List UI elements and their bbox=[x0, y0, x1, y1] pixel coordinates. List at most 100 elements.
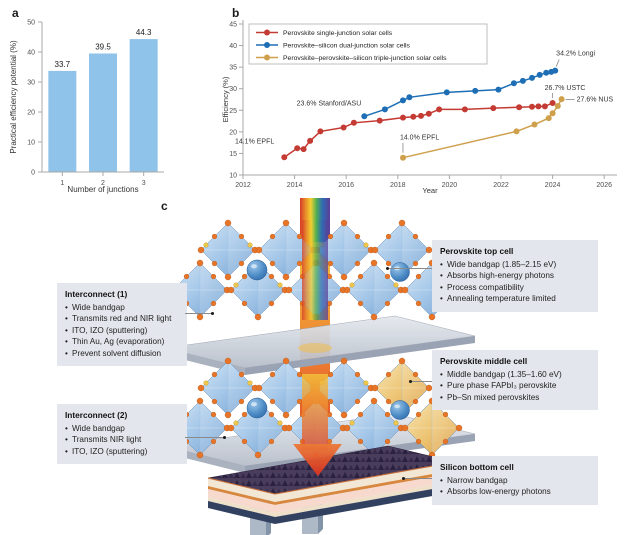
svg-text:10: 10 bbox=[229, 173, 237, 180]
y-axis-title: Practical efficiency potential (%) bbox=[9, 40, 18, 154]
data-point bbox=[549, 110, 556, 117]
leader-dot-top-cell bbox=[386, 267, 389, 270]
y-axis-title: Efficiency (%) bbox=[221, 76, 230, 122]
svg-text:25: 25 bbox=[229, 108, 237, 115]
data-point bbox=[558, 96, 565, 103]
callout-bullets: Wide bandgap Transmits NIR light ITO, IZ… bbox=[65, 423, 179, 458]
data-point bbox=[510, 80, 517, 87]
svg-text:0: 0 bbox=[31, 170, 35, 177]
data-point bbox=[552, 67, 559, 74]
panel-b-label: b bbox=[232, 6, 240, 20]
data-point bbox=[519, 77, 526, 84]
data-point bbox=[541, 103, 548, 110]
data-point bbox=[400, 114, 406, 121]
callout-bullets: Wide bandgap Transmits red and NIR light… bbox=[65, 302, 179, 360]
data-point bbox=[425, 110, 432, 117]
callout-bullet: Process compatibility bbox=[440, 282, 590, 294]
data-point bbox=[529, 103, 535, 110]
data-point bbox=[436, 106, 443, 113]
callout-bullet: Narrow bandgap bbox=[440, 475, 590, 487]
data-point bbox=[516, 104, 523, 111]
callout-silicon-bottom-cell: Silicon bottom cell Narrow bandgap Absor… bbox=[432, 456, 598, 505]
data-point bbox=[361, 113, 368, 120]
callout-title: Interconnect (2) bbox=[65, 410, 128, 420]
callout-bullet: Wide bandgap bbox=[65, 302, 179, 314]
tandem-cell-illustration bbox=[164, 198, 476, 535]
callout-bullets: Wide bandgap (1.85–2.15 eV) Absorbs high… bbox=[440, 259, 590, 305]
data-point bbox=[545, 115, 552, 122]
svg-text:2: 2 bbox=[101, 180, 105, 187]
data-point bbox=[406, 94, 413, 101]
callout-interconnect-1: Interconnect (1) Wide bandgap Transmits … bbox=[57, 283, 187, 367]
svg-text:2022: 2022 bbox=[493, 182, 509, 189]
data-point bbox=[536, 71, 543, 78]
callout-bullets: Narrow bandgap Absorbs low-energy photon… bbox=[440, 475, 590, 498]
leader-line-interconnect-2 bbox=[185, 437, 225, 438]
svg-text:2026: 2026 bbox=[596, 182, 612, 189]
callout-bullet: ITO, IZO (sputtering) bbox=[65, 325, 179, 337]
data-point bbox=[443, 89, 450, 96]
chart-annotation: 26.7% USTC bbox=[545, 85, 586, 92]
leader-line-interconnect-1 bbox=[185, 313, 213, 314]
svg-text:45: 45 bbox=[229, 22, 237, 29]
bar-value-label: 39.5 bbox=[95, 43, 111, 52]
data-point bbox=[317, 128, 324, 135]
callout-bullet: Pb–Sn mixed perovskites bbox=[440, 392, 590, 404]
callout-bullet: Annealing temperature limited bbox=[440, 293, 590, 305]
leader-dot-interconnect-1 bbox=[211, 312, 214, 315]
data-point bbox=[281, 154, 288, 161]
data-point bbox=[513, 128, 520, 135]
bar bbox=[48, 70, 77, 172]
callout-title: Interconnect (1) bbox=[65, 289, 128, 299]
x-axis: 1 2 3 bbox=[41, 22, 164, 187]
leader-line-middle-cell bbox=[412, 381, 432, 382]
callout-perovskite-top-cell: Perovskite top cell Wide bandgap (1.85–2… bbox=[432, 240, 598, 312]
legend-label: Perovskite–perovskite–silicon triple-jun… bbox=[283, 55, 447, 62]
svg-text:1: 1 bbox=[60, 180, 64, 187]
chart-annotation: 14.1% EPFL bbox=[235, 138, 274, 145]
data-point bbox=[294, 145, 301, 152]
data-point bbox=[350, 119, 357, 126]
svg-text:35: 35 bbox=[229, 65, 237, 72]
bar-chart-practical-efficiency: 0 10 20 30 40 50 33.7 39.5 44.3 1 2 3 Number of junc… bbox=[9, 20, 164, 194]
leader-line-top-cell bbox=[389, 268, 432, 269]
data-point bbox=[410, 113, 417, 120]
chart-annotation: 14.0% EPFL bbox=[400, 135, 439, 142]
svg-text:2014: 2014 bbox=[287, 182, 303, 189]
svg-text:2020: 2020 bbox=[442, 182, 458, 189]
data-point bbox=[381, 106, 388, 113]
data-point bbox=[472, 87, 479, 94]
series-line bbox=[400, 96, 565, 161]
leader-line-bottom-cell bbox=[405, 478, 432, 479]
data-point bbox=[529, 74, 535, 81]
svg-text:30: 30 bbox=[27, 80, 35, 87]
callout-bullet: ITO, IZO (sputtering) bbox=[65, 446, 179, 458]
bar bbox=[89, 53, 117, 172]
data-point bbox=[531, 121, 538, 128]
callout-bullet: Wide bandgap bbox=[65, 423, 179, 435]
data-point bbox=[535, 103, 542, 110]
svg-text:50: 50 bbox=[27, 20, 35, 27]
bar bbox=[129, 39, 158, 172]
callout-interconnect-2: Interconnect (2) Wide bandgap Transmits … bbox=[57, 404, 187, 465]
svg-text:15: 15 bbox=[229, 151, 237, 158]
callout-bullet: Transmits NIR light bbox=[65, 434, 179, 446]
red-light-arrow bbox=[293, 444, 342, 476]
callout-title: Perovskite middle cell bbox=[440, 356, 528, 366]
y-axis: 0 10 20 30 40 50 bbox=[27, 20, 42, 177]
callout-title: Perovskite top cell bbox=[440, 246, 514, 256]
chart-annotation: 34.2% Longi bbox=[556, 51, 595, 58]
series-line bbox=[361, 67, 559, 120]
data-point bbox=[300, 146, 307, 153]
x-axis-title: Year bbox=[422, 186, 438, 195]
silicon-bottom-cell-stack bbox=[207, 445, 456, 524]
svg-text:3: 3 bbox=[142, 180, 146, 187]
callout-bullet: Prevent solvent diffusion bbox=[65, 348, 179, 360]
legend: Perovskite single-junction solar cells Pe… bbox=[248, 23, 488, 65]
light-beam-through-top-cell bbox=[302, 220, 328, 320]
chart-annotation: 23.6% Stanford/ASU bbox=[297, 100, 362, 107]
svg-text:40: 40 bbox=[27, 50, 35, 57]
data-point bbox=[490, 105, 497, 112]
data-point bbox=[495, 86, 502, 93]
callout-bullet: Absorbs high-energy photons bbox=[440, 270, 590, 282]
